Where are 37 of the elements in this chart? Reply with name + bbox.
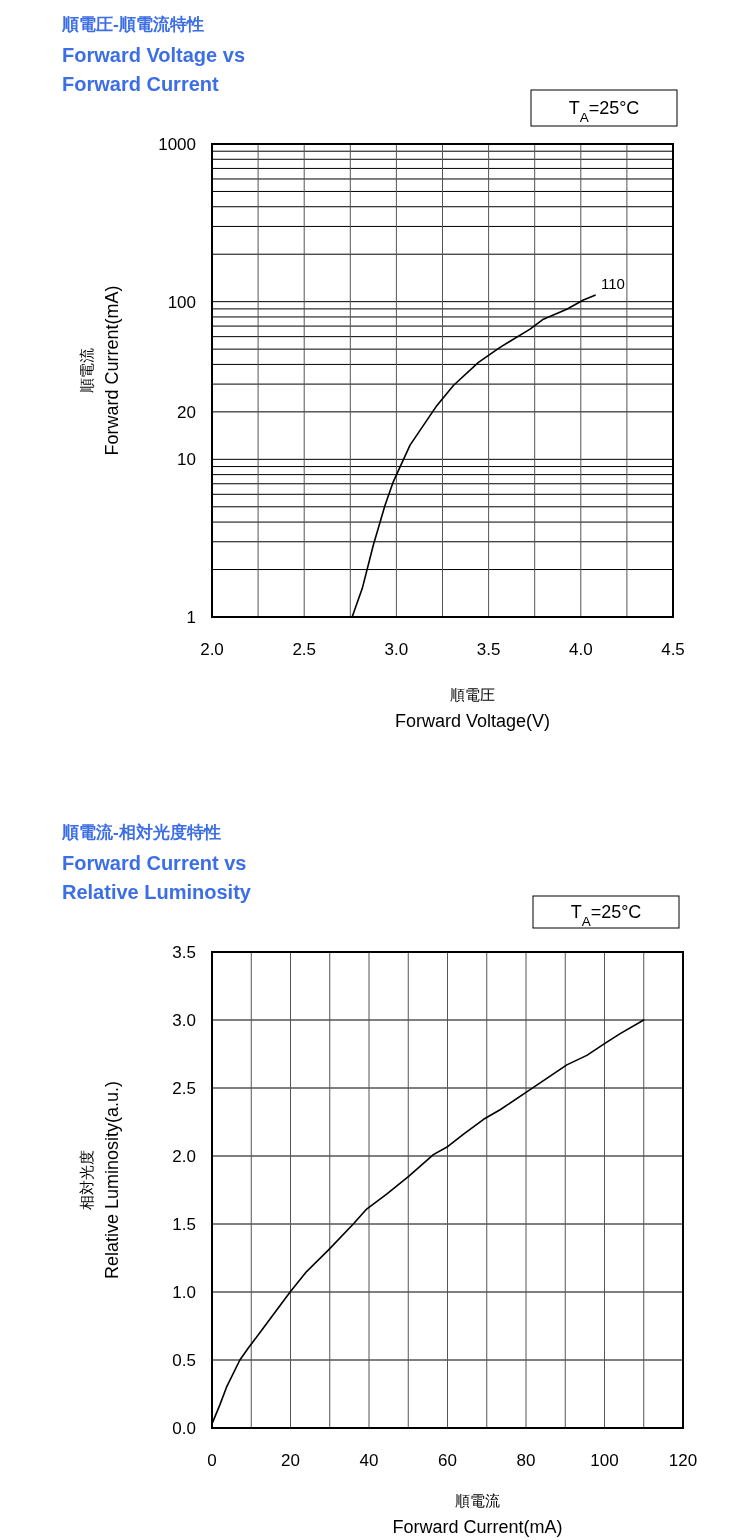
y-tick-label: 3.5 — [172, 943, 196, 962]
y-tick-label: 10 — [177, 450, 196, 470]
x-tick-label: 120 — [668, 1451, 698, 1470]
y-tick-label: 100 — [167, 292, 196, 312]
x-tick-label: 2.0 — [200, 640, 224, 659]
chart-subtitle: Forward Voltage vs Forward Current — [62, 44, 246, 95]
y-tick-label: 0.0 — [172, 1419, 196, 1438]
x-tick-label: 4.0 — [568, 640, 593, 659]
annotation: 110 — [601, 275, 625, 293]
x-tick-label: 60 — [438, 1451, 457, 1470]
text: T$_{A}$=25°C — [570, 902, 642, 929]
y-tick-label: 1000 — [158, 135, 196, 154]
y-tick-label: 3.0 — [172, 1011, 196, 1030]
y-tick-label: 1 — [186, 608, 196, 627]
x-tick-label: 3.5 — [476, 640, 501, 659]
x-tick-label: 20 — [281, 1451, 300, 1470]
y-axis-title: 相対光度 Relative Luminosity(a.u.) — [78, 1080, 122, 1280]
chart-subtitle: Forward Current vs Relative Luminosity — [62, 852, 252, 903]
x-tick-label: 40 — [359, 1451, 379, 1470]
y-tick-label: 1.0 — [172, 1283, 196, 1302]
x-axis-title: 順電圧 Forward Voltage(V) — [394, 686, 551, 731]
x-tick-label: 80 — [516, 1451, 536, 1470]
text: T$_{A}$=25°C — [568, 98, 640, 125]
y-tick-label: 0.5 — [172, 1351, 196, 1370]
y-tick-label: 2.0 — [172, 1147, 196, 1166]
chart-title: 順電流-相対光度特性 — [61, 823, 221, 842]
x-tick-label: 4.5 — [661, 640, 685, 659]
y-tick-label: 20 — [177, 402, 196, 422]
x-axis-title: 順電流 Forward Current(mA) — [392, 1492, 563, 1537]
chart-title: 順電圧-順電流特性 — [61, 15, 204, 34]
x-tick-label: 100 — [590, 1451, 619, 1470]
y-tick-label: 1.5 — [172, 1215, 196, 1234]
x-tick-label: 0 — [207, 1451, 217, 1470]
y-tick-label: 2.5 — [172, 1079, 196, 1098]
x-tick-label: 2.5 — [292, 640, 317, 659]
x-tick-label: 3.0 — [384, 640, 409, 659]
y-axis-title: 順電流 Forward Current(mA) — [78, 285, 122, 456]
